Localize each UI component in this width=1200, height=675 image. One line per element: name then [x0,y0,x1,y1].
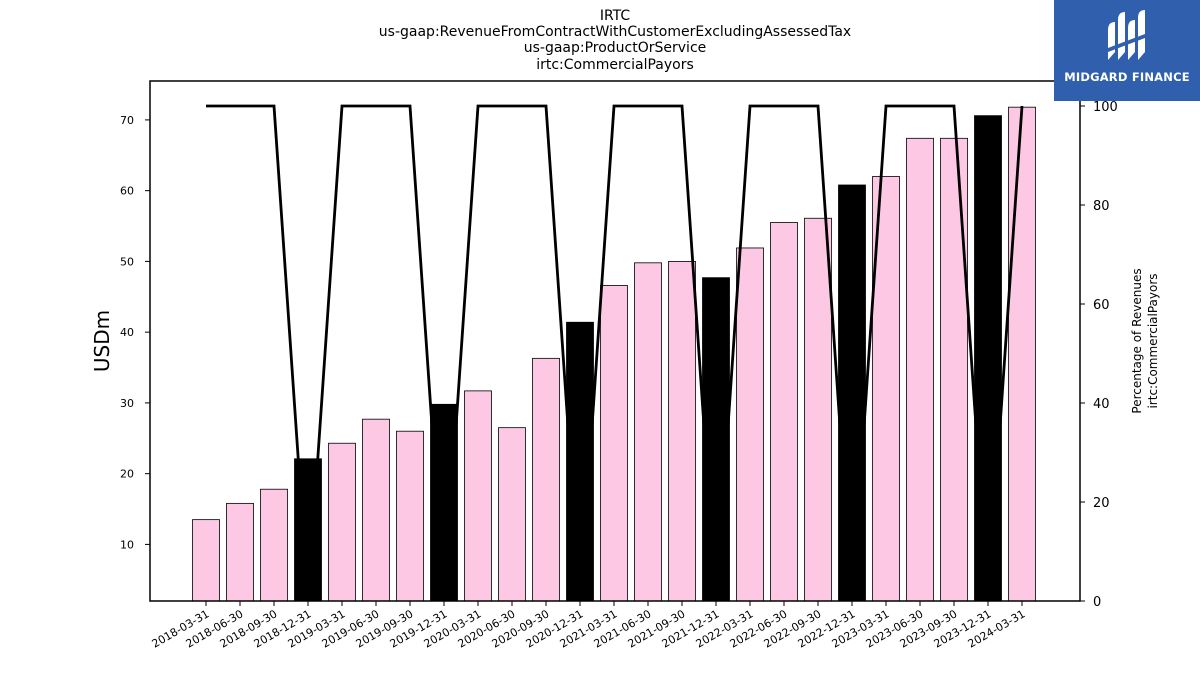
title-line-4: irtc:CommercialPayors [536,57,694,73]
midgard-finance-logo: MIDGARD FINANCE [1054,0,1200,101]
bar-2020-06-30 [498,427,526,602]
midgard-logo-mark-icon [1108,10,1145,60]
left-tick-label-60: 60 [120,185,134,198]
bar-2019-09-30 [396,430,424,602]
bar-2023-06-30 [906,137,934,602]
bar-2020-03-31 [464,390,492,602]
bar-2018-03-31 [192,519,220,602]
bars-group [192,106,1036,602]
bar-2022-03-31 [736,247,764,602]
left-tick-label-40: 40 [120,326,134,339]
title-line-1: IRTC [600,8,631,24]
right-y-axis-label-line-1: Percentage of Revenues [1130,268,1144,413]
left-tick-label-30: 30 [120,397,134,410]
right-tick-label-80: 80 [1093,199,1110,214]
bar-2021-12-31 [702,277,730,602]
right-tick-label-60: 60 [1093,298,1110,313]
right-tick-label-0: 0 [1093,595,1101,610]
bar-2020-09-30 [532,357,560,602]
bar-2021-06-30 [634,262,662,602]
title-line-3: us-gaap:ProductOrService [524,40,707,56]
left-tick-label-20: 20 [120,468,134,481]
left-tick-label-70: 70 [120,114,134,127]
chart-title: IRTC us-gaap:RevenueFromContractWithCust… [379,8,851,73]
bar-2024-03-31 [1008,106,1036,602]
left-tick-label-50: 50 [120,255,134,268]
bar-2022-09-30 [804,217,832,602]
right-tick-label-20: 20 [1093,496,1110,511]
logo-text: MIDGARD FINANCE [1064,70,1190,84]
y-axis-label: USDm [90,310,114,372]
bar-2022-12-31 [838,184,866,602]
right-tick-label-40: 40 [1093,397,1110,412]
right-y-axis-label-line-2: irtc:CommercialPayors [1146,273,1160,408]
left-tick-label-10: 10 [120,538,134,551]
percentage-line [206,104,1024,602]
bar-2022-06-30 [770,222,798,602]
bar-2018-06-30 [226,502,254,602]
bar-2019-12-31 [430,403,458,602]
right-tick-label-100: 100 [1093,100,1118,115]
bar-2023-12-31 [974,115,1002,602]
bar-2023-09-30 [940,137,968,602]
bar-2021-03-31 [600,285,628,602]
plot-frame [149,80,1081,602]
bar-2019-03-31 [328,442,356,602]
percentage-line-group [206,104,1024,602]
right-y-axis: 0 20 40 60 80 100 [1080,100,1118,610]
x-axis: 2018-03-312018-06-302018-09-302018-12-31… [150,601,1028,651]
bar-2018-09-30 [260,488,288,602]
left-y-axis: 10 20 30 40 50 60 70 [120,114,150,551]
bar-2019-06-30 [362,418,390,602]
title-line-2: us-gaap:RevenueFromContractWithCustomerE… [379,24,851,40]
bar-2021-09-30 [668,261,696,602]
